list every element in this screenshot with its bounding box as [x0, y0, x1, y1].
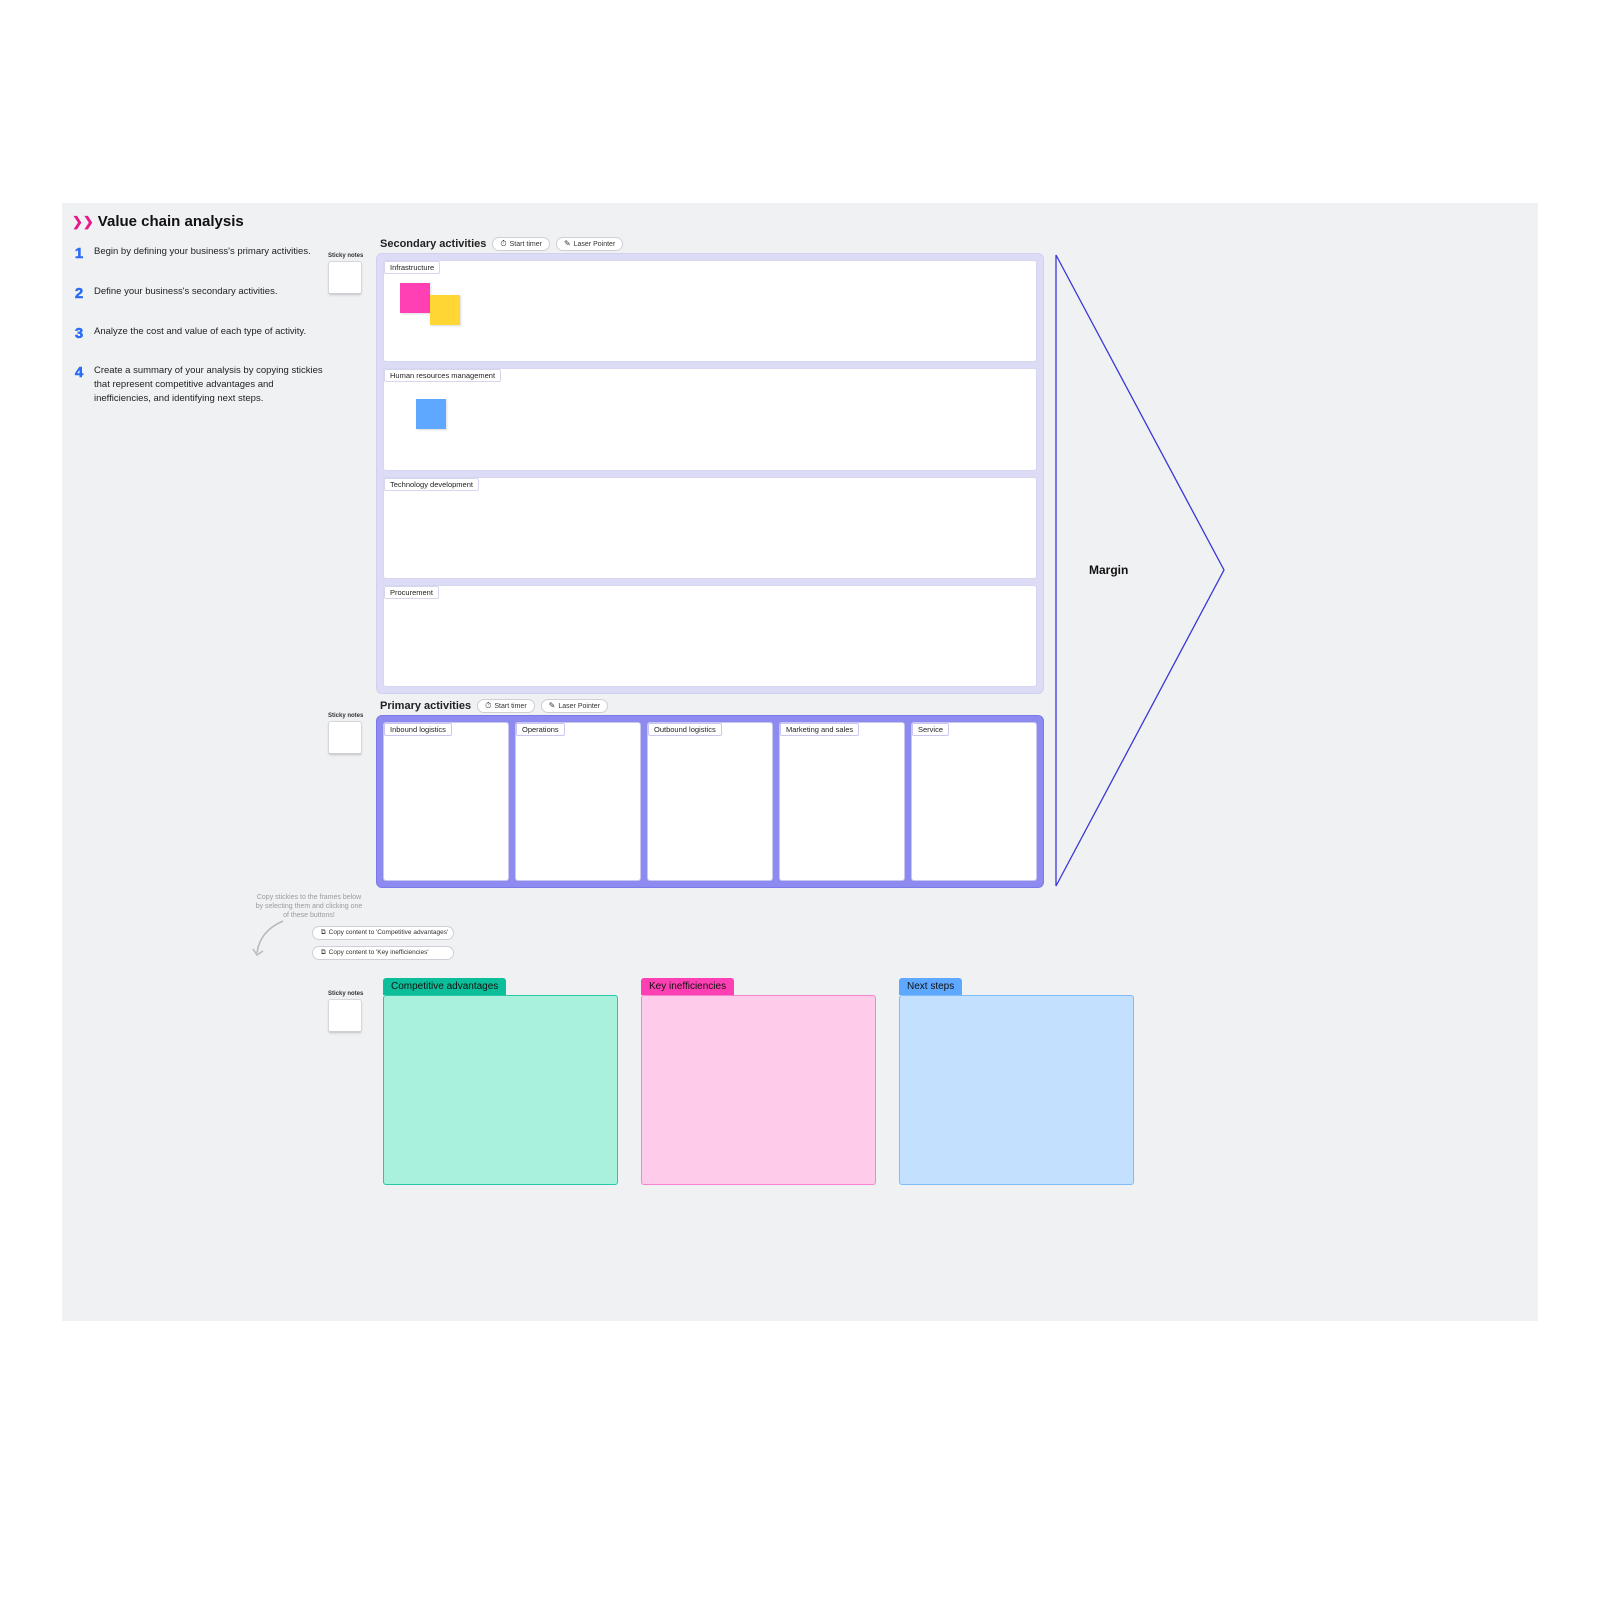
- secondary-header: Secondary activities ⏱Start timer ✎Laser…: [380, 237, 623, 251]
- sticky-palette-label: Sticky notes: [328, 713, 366, 719]
- sticky-palette-label: Sticky notes: [328, 253, 366, 259]
- laser-pointer-button[interactable]: ✎Laser Pointer: [541, 699, 608, 713]
- step-text: Define your business's secondary activit…: [94, 283, 277, 305]
- copy-to-advantages-button[interactable]: ⧉Copy content to 'Competitive advantages…: [312, 926, 454, 940]
- start-timer-button[interactable]: ⏱Start timer: [492, 237, 550, 251]
- step-number: 4: [72, 362, 86, 405]
- spark-icon: ❯❯: [72, 215, 94, 228]
- step-number: 2: [72, 283, 86, 305]
- copy-icon: ⧉: [321, 949, 326, 956]
- step-3: 3 Analyze the cost and value of each typ…: [72, 323, 328, 345]
- summary-body[interactable]: [383, 995, 618, 1185]
- sticky-pad-icon[interactable]: [328, 261, 362, 295]
- primary-column[interactable]: Marketing and sales: [779, 722, 905, 881]
- sticky-note[interactable]: [416, 399, 446, 429]
- secondary-row[interactable]: Human resources management: [383, 368, 1037, 470]
- step-4: 4 Create a summary of your analysis by c…: [72, 362, 328, 405]
- steps-list: 1 Begin by defining your business's prim…: [72, 243, 328, 424]
- page-title: Value chain analysis: [98, 213, 244, 230]
- sticky-note[interactable]: [400, 283, 430, 313]
- arrow-shape: [1054, 253, 1227, 888]
- row-label: Technology development: [384, 478, 479, 491]
- column-label: Outbound logistics: [648, 723, 722, 736]
- timer-icon: ⏱: [485, 702, 491, 710]
- column-label: Service: [912, 723, 949, 736]
- summary-frame[interactable]: Competitive advantages: [383, 976, 618, 1185]
- copy-icon: ⧉: [321, 929, 326, 936]
- primary-column[interactable]: Operations: [515, 722, 641, 881]
- copy-hint-area: Copy stickies to the frames below by sel…: [254, 893, 454, 960]
- column-label: Operations: [516, 723, 565, 736]
- sticky-palette-label: Sticky notes: [328, 991, 366, 997]
- copy-to-inefficiencies-button[interactable]: ⧉Copy content to 'Key inefficiencies': [312, 946, 454, 960]
- sticky-palette-secondary[interactable]: Sticky notes: [328, 253, 366, 295]
- hint-arrow-icon: [249, 917, 291, 959]
- secondary-row[interactable]: Technology development: [383, 477, 1037, 579]
- row-label: Human resources management: [384, 369, 501, 382]
- canvas: ❯❯ Value chain analysis 1 Begin by defin…: [62, 203, 1538, 1321]
- summary-frame[interactable]: Key inefficiencies: [641, 976, 876, 1185]
- sticky-palette-primary[interactable]: Sticky notes: [328, 713, 366, 755]
- summary-body[interactable]: [899, 995, 1134, 1185]
- primary-header: Primary activities ⏱Start timer ✎Laser P…: [380, 699, 608, 713]
- summary-tab: Next steps: [899, 978, 962, 995]
- primary-title: Primary activities: [380, 700, 471, 712]
- step-2: 2 Define your business's secondary activ…: [72, 283, 328, 305]
- summary-tab: Competitive advantages: [383, 978, 506, 995]
- step-1: 1 Begin by defining your business's prim…: [72, 243, 328, 265]
- column-label: Marketing and sales: [780, 723, 859, 736]
- primary-column[interactable]: Inbound logistics: [383, 722, 509, 881]
- pointer-icon: ✎: [549, 702, 556, 710]
- secondary-row[interactable]: Procurement: [383, 585, 1037, 687]
- step-text: Analyze the cost and value of each type …: [94, 323, 306, 345]
- secondary-activities-frame[interactable]: Infrastructure Human resources management…: [376, 253, 1044, 694]
- sticky-pad-icon[interactable]: [328, 721, 362, 755]
- step-number: 3: [72, 323, 86, 345]
- column-label: Inbound logistics: [384, 723, 452, 736]
- pointer-icon: ✎: [564, 240, 571, 248]
- secondary-row[interactable]: Infrastructure: [383, 260, 1037, 362]
- timer-icon: ⏱: [500, 240, 506, 248]
- primary-activities-frame[interactable]: Inbound logistics Operations Outbound logi…: [376, 715, 1044, 888]
- primary-column[interactable]: Service: [911, 722, 1037, 881]
- sticky-palette-summary[interactable]: Sticky notes: [328, 991, 366, 1033]
- margin-arrow: Margin: [1054, 253, 1227, 888]
- summary-body[interactable]: [641, 995, 876, 1185]
- sticky-note[interactable]: [430, 295, 460, 325]
- primary-column[interactable]: Outbound logistics: [647, 722, 773, 881]
- margin-label: Margin: [1089, 563, 1128, 577]
- summary-tab: Key inefficiencies: [641, 978, 734, 995]
- laser-pointer-button[interactable]: ✎Laser Pointer: [556, 237, 623, 251]
- title-row: ❯❯ Value chain analysis: [72, 213, 244, 230]
- sticky-pad-icon[interactable]: [328, 999, 362, 1033]
- step-text: Create a summary of your analysis by cop…: [94, 362, 328, 405]
- secondary-title: Secondary activities: [380, 238, 486, 250]
- row-label: Infrastructure: [384, 261, 440, 274]
- step-text: Begin by defining your business's primar…: [94, 243, 311, 265]
- row-label: Procurement: [384, 586, 439, 599]
- start-timer-button[interactable]: ⏱Start timer: [477, 699, 535, 713]
- step-number: 1: [72, 243, 86, 265]
- summary-frame[interactable]: Next steps: [899, 976, 1134, 1185]
